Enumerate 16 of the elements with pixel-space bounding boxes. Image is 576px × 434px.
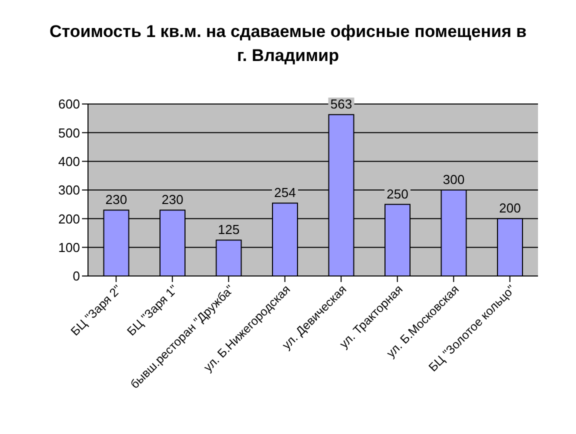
y-tick-label: 0 <box>72 268 80 284</box>
data-label: 230 <box>105 192 128 208</box>
y-tick-label: 300 <box>58 182 80 198</box>
data-label: 563 <box>330 96 352 112</box>
data-label: 230 <box>162 192 184 208</box>
y-tick-label: 500 <box>58 125 80 140</box>
y-tick-label: 400 <box>58 154 80 169</box>
data-label: 125 <box>218 222 240 238</box>
chart-title: Стоимость 1 кв.м. на сдаваемые офисные помещения в г. Владимир <box>48 21 528 67</box>
y-tick-label: 600 <box>58 96 80 112</box>
y-tick-label: 100 <box>58 240 80 255</box>
data-label: 200 <box>499 200 521 216</box>
data-label: 254 <box>274 185 296 200</box>
data-label: 250 <box>386 186 408 202</box>
y-tick-label: 200 <box>58 211 80 226</box>
data-label: 300 <box>442 172 465 187</box>
